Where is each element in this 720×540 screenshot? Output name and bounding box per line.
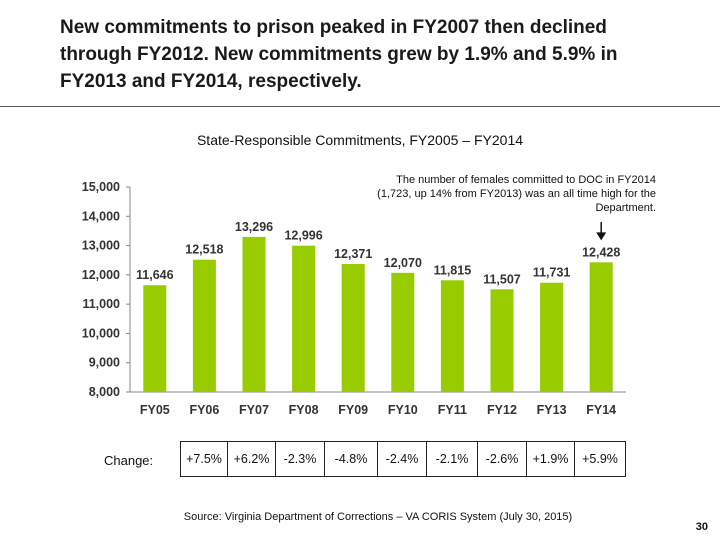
chart-title: State-Responsible Commitments, FY2005 – …: [196, 132, 524, 148]
bar: [391, 272, 415, 392]
data-label: 11,507: [483, 272, 521, 286]
data-label: 12,428: [582, 245, 620, 259]
data-label: 13,296: [235, 220, 273, 234]
bar-chart: 8,000 9,000 10,000 11,000 12,000 13,000 14,000…: [82, 180, 626, 417]
bar: [490, 289, 514, 392]
x-tick-label: FY10: [388, 403, 418, 417]
bar: [440, 280, 464, 392]
x-tick-label: FY06: [189, 403, 219, 417]
page-number: 30: [695, 521, 708, 533]
bar: [242, 236, 266, 392]
change-cell: +6.2%: [227, 441, 276, 477]
bar: [143, 285, 167, 392]
x-tick-label: FY12: [487, 403, 517, 417]
change-row: +7.5% +6.2% -2.3% -4.8% -2.4% -2.1% -2.6% +1.9%…: [180, 441, 626, 477]
y-tick-label: 8,000: [89, 385, 120, 399]
bar: [540, 282, 564, 392]
chart-annotation: The number of females committed to DOC i…: [377, 174, 656, 214]
x-tick-label: FY08: [289, 403, 319, 417]
annotation-arrow-head: [596, 232, 607, 241]
source-note: Source: Virginia Department of Correctio…: [183, 511, 573, 523]
x-tick-label: FY13: [537, 403, 567, 417]
x-tick-label: FY14: [586, 403, 616, 417]
change-cell: +1.9%: [526, 441, 575, 477]
y-tick-label: 14,000: [82, 209, 120, 223]
x-tick-label: FY11: [438, 403, 467, 417]
change-cell: +5.9%: [574, 441, 626, 477]
y-tick-label: 12,000: [82, 268, 120, 282]
y-tick-label: 15,000: [82, 180, 120, 194]
data-label: 12,518: [185, 243, 223, 257]
change-label: Change:: [104, 453, 154, 468]
bar: [292, 245, 316, 392]
x-tick-label: FY05: [140, 403, 170, 417]
data-label: 11,815: [434, 263, 472, 277]
change-cell: -2.1%: [426, 441, 478, 477]
y-tick-label: 13,000: [82, 239, 120, 253]
change-cell: +7.5%: [180, 441, 228, 477]
data-label: 11,646: [136, 268, 174, 282]
y-tick-label: 11,000: [82, 297, 120, 311]
change-cell: -2.6%: [477, 441, 527, 477]
data-label: 12,070: [384, 256, 422, 270]
bar: [341, 263, 365, 392]
bar: [192, 259, 216, 392]
slide-headline: New commitments to prison peaked in FY20…: [60, 17, 618, 92]
y-tick-label: 9,000: [89, 356, 120, 370]
headline-divider: [0, 106, 720, 107]
data-label: 12,371: [334, 247, 372, 261]
change-cell: -2.3%: [275, 441, 325, 477]
change-cell: -4.8%: [324, 441, 378, 477]
data-label: 12,996: [284, 229, 322, 243]
y-tick-label: 10,000: [82, 326, 120, 340]
x-tick-label: FY09: [338, 403, 368, 417]
bar: [589, 262, 613, 392]
data-label: 11,731: [533, 266, 571, 280]
x-tick-label: FY07: [239, 403, 269, 417]
change-table: +7.5% +6.2% -2.3% -4.8% -2.4% -2.1% -2.6% +1.9%…: [180, 441, 626, 477]
change-cell: -2.4%: [377, 441, 427, 477]
